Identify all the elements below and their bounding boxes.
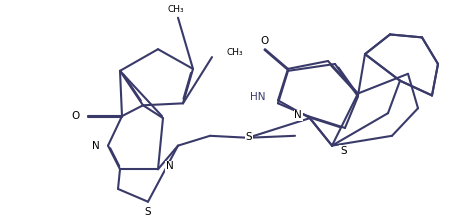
Text: CH₃: CH₃	[167, 5, 184, 14]
Text: CH₃: CH₃	[227, 48, 243, 57]
Text: S: S	[339, 146, 346, 156]
Text: N: N	[293, 110, 301, 120]
Text: N: N	[92, 141, 100, 151]
Text: S: S	[245, 132, 252, 142]
Text: O: O	[260, 36, 268, 46]
Text: N: N	[166, 161, 173, 171]
Text: S: S	[144, 207, 151, 217]
Text: O: O	[71, 111, 80, 121]
Text: HN: HN	[250, 92, 265, 102]
